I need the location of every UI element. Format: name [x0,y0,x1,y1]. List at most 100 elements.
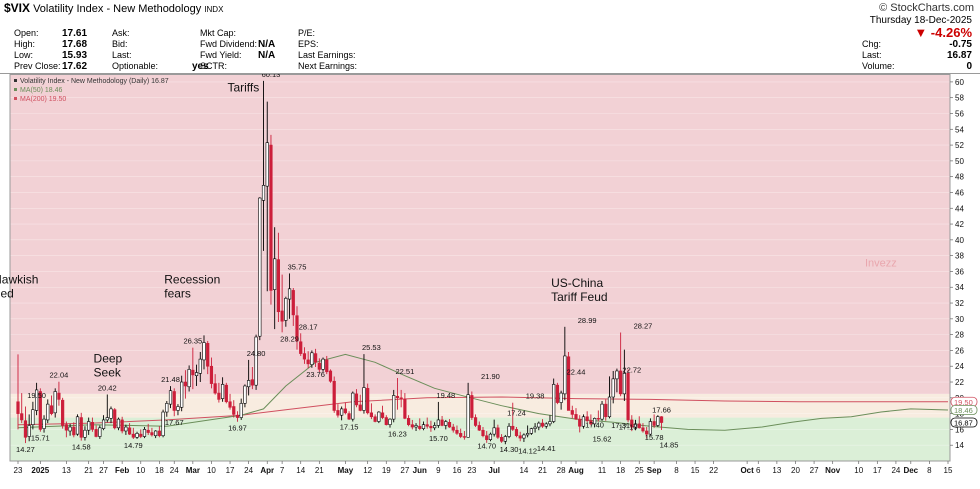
candle-body [526,433,530,436]
candle-body [485,435,489,440]
price-label: 22.72 [622,365,641,374]
x-tick-label: 6 [756,466,761,475]
symbol[interactable]: $VIX [4,1,31,15]
candle-body [317,362,321,370]
candle-body [299,341,303,354]
x-tick-label: 14 [296,466,305,475]
x-tick-label: Jun [413,466,427,475]
ma200-line [17,396,948,426]
candle-body [295,315,299,342]
candle-body [180,381,184,408]
field-label: Next Earnings: [298,61,358,71]
price-label: 22.44 [567,368,586,377]
x-tick-label: 22 [709,466,718,475]
candle-body [626,373,630,421]
field-label: Prev Close: [14,61,61,71]
candle-body [98,427,102,437]
price-label: 14.12 [518,446,537,455]
candle-body [280,310,284,322]
candle-body [607,396,612,418]
candle-body [633,423,638,428]
x-tick-label: 24 [170,466,179,475]
field-label: Ask: [112,28,130,38]
candle-body [503,436,507,442]
price-label: 22.04 [50,371,69,380]
candle-body [61,399,65,426]
price-label: 26.35 [183,337,202,346]
candle-body [406,418,411,425]
candle-body [284,298,288,321]
field-label: Optionable: [112,61,159,71]
exchange: INDX [204,5,224,14]
candle-body [46,403,50,421]
price-label: 23.76 [306,370,325,379]
field-value: N/A [258,39,276,50]
x-tick-label: 17 [873,466,882,475]
x-tick-label: 24 [891,466,900,475]
price-label: 15.71 [31,434,50,443]
candle-body [641,427,645,432]
candle-body [429,425,433,429]
candle-body [217,392,221,400]
candle-body [90,421,94,430]
candle-body [511,425,515,430]
price-label: 19.50 [27,391,46,400]
field-open: Open: 17.61 [14,28,87,39]
candle-body [659,416,664,423]
candle-body [421,424,426,429]
field-ask: Ask: [112,28,130,38]
zone-band [10,417,950,461]
field-label: Last Earnings: [298,50,356,60]
candle-body [630,419,634,428]
candle-body [336,410,340,416]
field-label: High: [14,39,36,49]
event-annotation: Deep [94,351,123,365]
candle-body [596,418,600,420]
candle-body [168,390,173,405]
candle-body [124,426,128,432]
candle-body [362,387,366,411]
axis-badge [950,417,978,428]
candle-body [418,425,422,429]
axis-badge-label: 16.87 [954,419,973,428]
field-label: P/E: [298,28,316,38]
x-tick-label: Jul [488,466,500,475]
site-credit[interactable]: © StockCharts.com [879,2,974,14]
x-tick-label: 28 [557,466,566,475]
candle-body [648,421,652,435]
candle-body [533,426,537,429]
field-last: Last: [112,50,132,60]
price-label: 22.51 [395,367,414,376]
candle-body [142,429,147,437]
candlestick-chart: Invezz 14.27 15.71 19.50 22.04 14.58 20.42 14.7… [0,74,978,475]
price-label: 14.27 [16,445,35,454]
candle-body [87,421,91,431]
x-tick-label: 24 [244,466,253,475]
price-label: 19.38 [526,392,545,401]
candle-body [209,365,214,384]
x-tick-label: 17 [226,466,235,475]
candle-body [287,288,292,300]
candle-body [139,433,143,437]
candle-body [559,392,563,403]
candle-body [354,393,359,406]
candle-body [392,395,396,420]
instrument-name: Volatility Index - New Methodology [33,3,202,15]
candle-body [31,409,35,425]
candle-body [340,408,344,416]
candle-body [254,336,258,386]
candle-body [600,403,604,420]
x-tick-label: 15 [691,466,700,475]
x-tick-label: 13 [772,466,781,475]
candle-body [75,416,80,435]
candle-body [250,379,254,386]
price-label: 17.15 [340,422,359,431]
candle-body [16,401,20,414]
field-label: Open: [14,28,39,38]
price-label: 14.58 [72,443,91,452]
candle-body [455,429,459,434]
event-annotation: US-China [551,276,603,290]
x-tick-label: 21 [315,466,324,475]
field-lastearnings: Last Earnings: [298,50,356,60]
candle-body [128,427,132,435]
